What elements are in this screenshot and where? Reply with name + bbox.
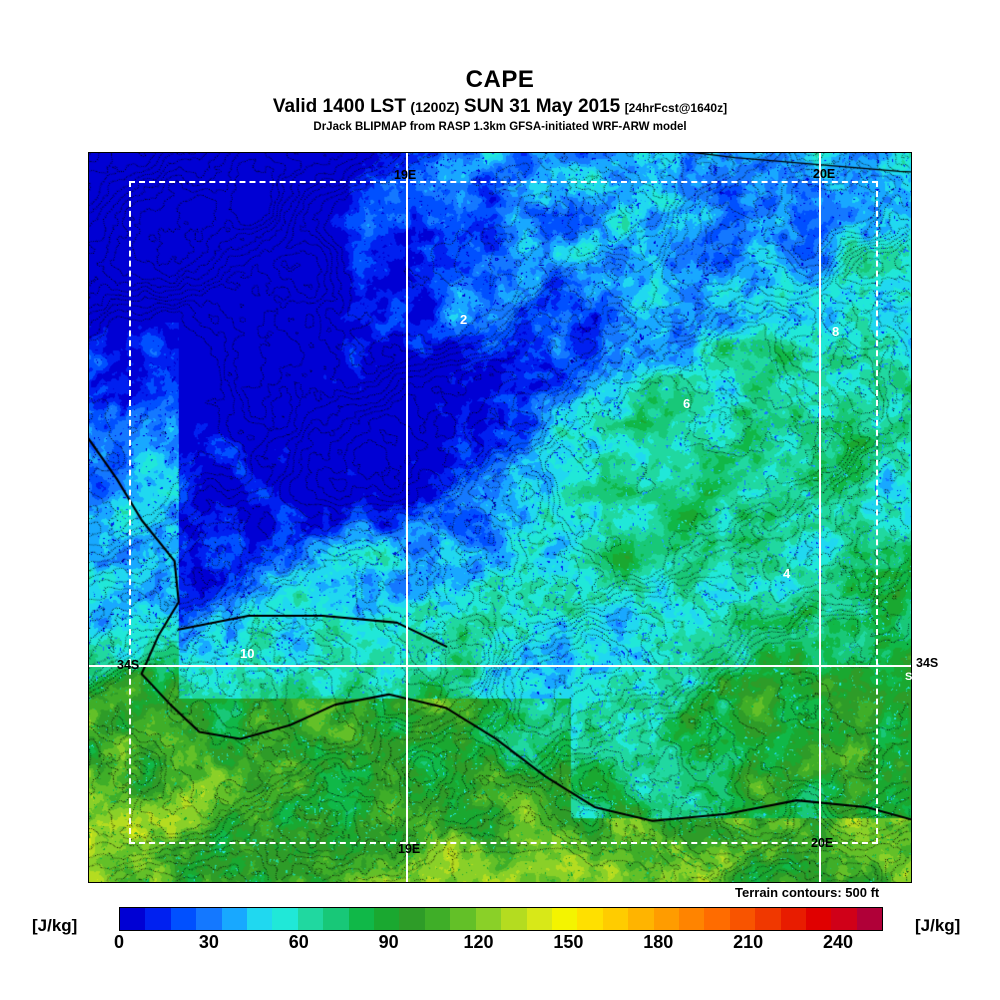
colorbar-tick-120: 120 [463, 932, 494, 952]
colorbar-units-right: [J/kg] [915, 916, 961, 935]
colorbar-swatch-26 [780, 908, 806, 930]
colorbar-swatch-23 [704, 908, 730, 930]
valid-time-line: Valid 1400 LST (1200Z) SUN 31 May 2015 [… [0, 97, 1000, 116]
colorbar-swatch-17 [551, 908, 578, 930]
colorbar-swatch-19 [602, 908, 629, 930]
cape-field-raster [89, 153, 911, 882]
colorbar-tick-30: 30 [198, 932, 219, 952]
colorbar-swatch-1 [145, 908, 171, 930]
title-block: CAPE Valid 1400 LST (1200Z) SUN 31 May 2… [0, 0, 1000, 134]
colorbar-units-left: [J/kg] [32, 916, 78, 935]
colorbar-swatch-10 [374, 908, 400, 930]
colorbar-legend: [J/kg] [J/kg] 0 30 60 90 120 150 180 210 240 [0, 903, 1000, 963]
colorbar-swatch-21 [653, 908, 679, 930]
colorbar-tick-240: 240 [823, 932, 854, 952]
colorbar-tick-60: 60 [288, 932, 309, 952]
colorbar-tick-0: 0 [113, 932, 125, 952]
page-title: CAPE [465, 66, 535, 93]
colorbar-swatch-20 [628, 908, 654, 930]
colorbar-tick-150: 150 [553, 932, 584, 952]
edge-label-34S-right: 34S [916, 656, 939, 670]
colorbar-swatch-7 [297, 908, 324, 930]
colorbar-swatch-11 [399, 908, 425, 930]
forecast-tag: [24hrFcst@1640z] [624, 101, 728, 115]
colorbar-swatch-28 [831, 908, 857, 930]
colorbar-swatch-12 [424, 908, 451, 930]
colorbar-swatch-2 [170, 908, 197, 930]
colorbar-swatch-16 [526, 908, 552, 930]
valid-prefix: Valid 1400 LST [272, 96, 406, 117]
colorbar-swatch-25 [755, 908, 781, 930]
colorbar-swatch-27 [805, 908, 832, 930]
colorbar-tick-labels: 0 30 60 90 120 150 180 210 240 [114, 932, 883, 957]
colorbar-swatch-0 [120, 908, 146, 930]
colorbar-swatch-3 [196, 908, 222, 930]
colorbar-swatch-14 [475, 908, 502, 930]
colorbar-swatch-15 [501, 908, 527, 930]
colorbar-swatch-24 [729, 908, 756, 930]
colorbar-tick-210: 210 [733, 932, 764, 952]
colorbar-swatch-29 [856, 908, 883, 930]
colorbar-tick-180: 180 [643, 932, 674, 952]
forecast-map[interactable]: 19E 20E 19E 20E 34S 2 8 6 4 10 [88, 152, 912, 883]
colorbar-tick-90: 90 [378, 932, 399, 952]
colorbar-swatches [119, 907, 883, 931]
valid-date: SUN 31 May 2015 [463, 96, 621, 117]
colorbar-swatch-9 [348, 908, 375, 930]
model-description: DrJack BLIPMAP from RASP 1.3km GFSA-init… [313, 121, 687, 133]
valid-zulu: (1200Z) [410, 99, 460, 115]
colorbar-swatch-4 [221, 908, 248, 930]
edge-label-S-right: S [905, 671, 913, 683]
colorbar-swatch-6 [272, 908, 298, 930]
colorbar-swatch-18 [577, 908, 603, 930]
colorbar-swatch-8 [323, 908, 349, 930]
colorbar-swatch-13 [450, 908, 476, 930]
terrain-contour-note: Terrain contours: 500 ft [735, 885, 880, 900]
colorbar-swatch-22 [678, 908, 705, 930]
colorbar-swatch-5 [247, 908, 273, 930]
